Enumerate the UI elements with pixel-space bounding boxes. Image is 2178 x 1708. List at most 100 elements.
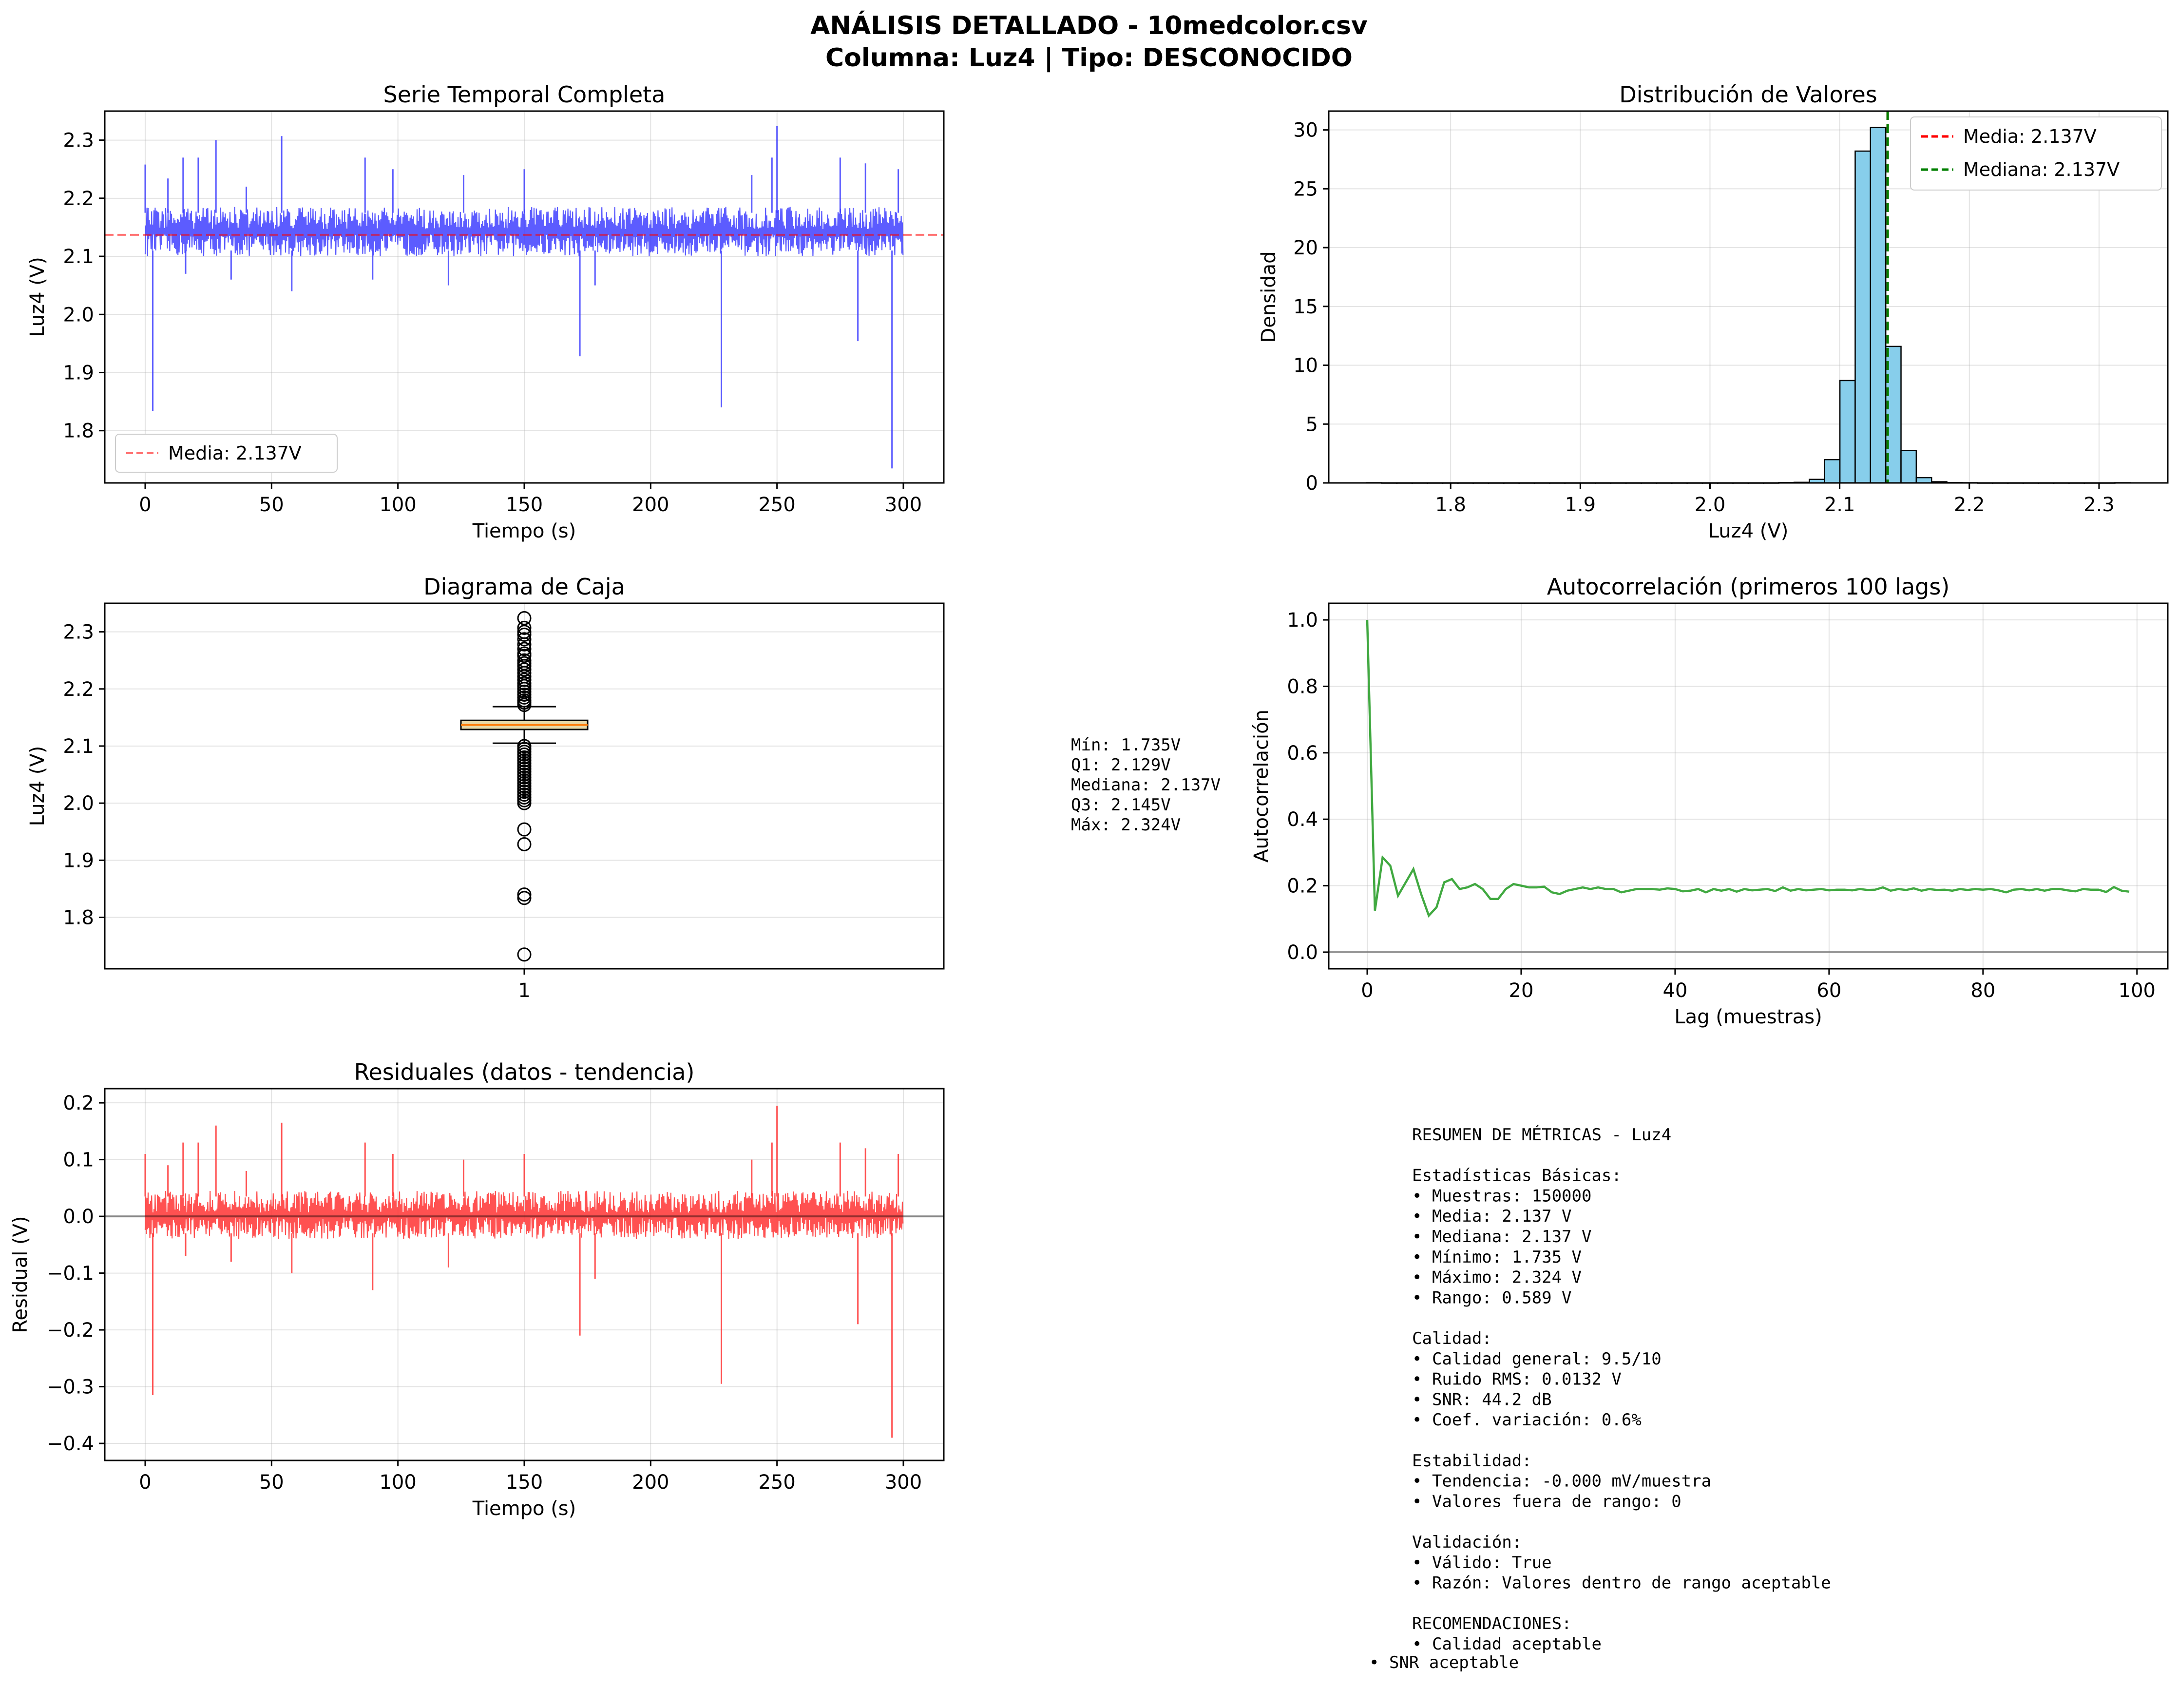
y-tick-label: 2.1	[63, 735, 94, 758]
x-tick-label: 250	[758, 1471, 795, 1494]
summary-line: Calidad:	[1412, 1329, 1492, 1348]
outlier-point	[517, 698, 532, 712]
outlier-point	[517, 891, 532, 905]
y-axis-label: Luz4 (V)	[26, 746, 49, 826]
x-tick-label: 1.8	[1435, 494, 1466, 516]
plot-frame	[104, 1088, 945, 1461]
x-tick-label: 100	[2119, 979, 2156, 1002]
summary-line: • SNR aceptable	[1369, 1653, 1519, 1672]
figure-title-line1: ANÁLISIS DETALLADO - 10medcolor.csv	[810, 11, 1368, 40]
residuales-panel: 0 50 100 150 200 250 300 −0.4 −0.3 −0.2 −0.1 0.0 0.1…	[9, 1059, 945, 1520]
summary-line: • Media: 2.137 V	[1412, 1207, 1572, 1226]
y-tick-label: −0.1	[47, 1263, 94, 1285]
y-axis-label: Residual (V)	[9, 1216, 32, 1333]
x-tick-label: 200	[632, 494, 669, 516]
summary-line: • Calidad general: 9.5/10	[1412, 1349, 1662, 1369]
x-tick-label: 80	[1970, 979, 1995, 1002]
x-tick-label: 200	[632, 1471, 669, 1494]
x-tick-label: 60	[1816, 979, 1841, 1002]
x-axis-label: Tiempo (s)	[472, 520, 576, 542]
x-tick-label: 2.0	[1695, 494, 1726, 516]
y-tick-label: 20	[1293, 237, 1318, 259]
y-tick-label: 0.4	[1287, 808, 1318, 831]
legend-label: Media: 2.137V	[168, 442, 302, 464]
x-tick-label: 100	[379, 1471, 416, 1494]
autocorr-line	[1366, 620, 2130, 918]
summary-line: • Válido: True	[1412, 1553, 1552, 1573]
metrics-summary: RESUMEN DE MÉTRICAS - Luz4 Estadísticas B…	[1369, 1125, 1831, 1672]
legend-label: Mediana: 2.137V	[1963, 159, 2120, 180]
y-tick-label: 2.0	[63, 304, 94, 326]
residual-line	[144, 1190, 904, 1239]
legend-box	[1910, 116, 2162, 191]
axis-title: Distribución de Valores	[1619, 81, 1877, 108]
distribucion-panel: 1.8 1.9 2.0 2.1 2.2 2.3 0 5 10 15 20 25 30 Distribuci…	[1258, 81, 2169, 542]
outlier-point	[517, 611, 532, 625]
y-tick-label: 0.2	[1287, 875, 1318, 898]
diagrama-caja-panel: 1 1.8 1.9 2.0 2.1 2.2 2.3 Diagrama de Caja Luz4 …	[26, 574, 945, 1002]
hist-bar	[1870, 127, 1887, 484]
x-tick-label: 150	[506, 1471, 543, 1494]
axis-title: Serie Temporal Completa	[383, 81, 666, 108]
y-tick-label: 15	[1293, 296, 1318, 318]
legend-box	[115, 434, 338, 473]
figure-title-line2: Columna: Luz4 | Tipo: DESCONOCIDO	[825, 43, 1353, 73]
y-tick-label: 1.9	[63, 362, 94, 384]
y-tick-label: 0.0	[1287, 941, 1318, 964]
series-line	[144, 207, 904, 256]
outlier-point	[517, 662, 532, 677]
y-tick-label: 10	[1293, 355, 1318, 377]
y-tick-label: 0	[1306, 472, 1318, 495]
y-axis-label: Luz4 (V)	[26, 257, 49, 337]
x-tick-label: 50	[259, 494, 284, 516]
summary-line: • Coef. variación: 0.6%	[1412, 1410, 1642, 1430]
outlier-point	[517, 649, 532, 663]
y-axis-label: Densidad	[1258, 251, 1280, 343]
summary-line: • Razón: Valores dentro de rango aceptab…	[1412, 1574, 1831, 1593]
serie-temporal-panel: 0 50 100 150 200 250 300 1.8 1.9 2.0 2.1 2.2 2.3 Seri…	[26, 81, 945, 542]
x-tick-label: 20	[1509, 979, 1534, 1002]
axis-title: Residuales (datos - tendencia)	[354, 1059, 695, 1085]
x-tick-label: 40	[1662, 979, 1687, 1002]
y-tick-label: 2.3	[63, 621, 94, 644]
autocorrelacion-panel: 0 20 40 60 80 100 0.0 0.2 0.4 0.6 0.8 1.0 Autocorrel…	[1250, 574, 2169, 1028]
x-axis-label: Luz4 (V)	[1708, 520, 1789, 542]
summary-line: • Tendencia: -0.000 mV/muestra	[1412, 1472, 1711, 1491]
x-tick-label: 2.1	[1824, 494, 1855, 516]
x-tick-label: 0	[139, 494, 151, 516]
y-tick-label: 2.3	[63, 130, 94, 152]
plot-frame	[1328, 110, 2169, 484]
summary-line: • Mínimo: 1.735 V	[1412, 1247, 1582, 1267]
summary-line: RESUMEN DE MÉTRICAS - Luz4	[1412, 1125, 1671, 1145]
outlier-point	[517, 822, 532, 837]
plot-frame	[104, 110, 945, 484]
summary-line: • Mediana: 2.137 V	[1412, 1227, 1591, 1247]
outlier-point	[517, 837, 532, 852]
summary-line: • Rango: 0.589 V	[1412, 1288, 1572, 1307]
y-tick-label: −0.4	[47, 1433, 94, 1455]
outlier-point	[517, 796, 532, 810]
y-tick-label: 0.0	[63, 1206, 94, 1228]
outlier-point	[517, 947, 532, 962]
hist-bar	[1824, 459, 1841, 484]
y-tick-label: 2.2	[63, 678, 94, 701]
x-axis-label: Tiempo (s)	[472, 1497, 576, 1520]
hist-bar	[1854, 150, 1872, 484]
summary-line: • Calidad aceptable	[1412, 1634, 1602, 1654]
box-stat-line: Máx: 2.324V	[1071, 815, 1181, 835]
x-tick-label: 0	[1361, 979, 1373, 1002]
box-stat-line: Q3: 2.145V	[1071, 795, 1171, 815]
y-tick-label: 1.8	[63, 907, 94, 929]
x-tick-label: 0	[139, 1471, 151, 1494]
x-tick-label: 300	[885, 1471, 922, 1494]
outlier-point	[517, 887, 532, 902]
summary-line: • Ruido RMS: 0.0132 V	[1412, 1370, 1622, 1389]
outlier-point	[517, 632, 532, 647]
summary-line: • Máximo: 2.324 V	[1412, 1268, 1582, 1287]
box-stat-line: Mediana: 2.137V	[1071, 775, 1221, 795]
summary-line: • SNR: 44.2 dB	[1412, 1390, 1552, 1409]
y-tick-label: −0.2	[47, 1319, 94, 1342]
box-stat-line: Mín: 1.735V	[1071, 735, 1181, 755]
y-tick-label: 1.9	[63, 849, 94, 872]
